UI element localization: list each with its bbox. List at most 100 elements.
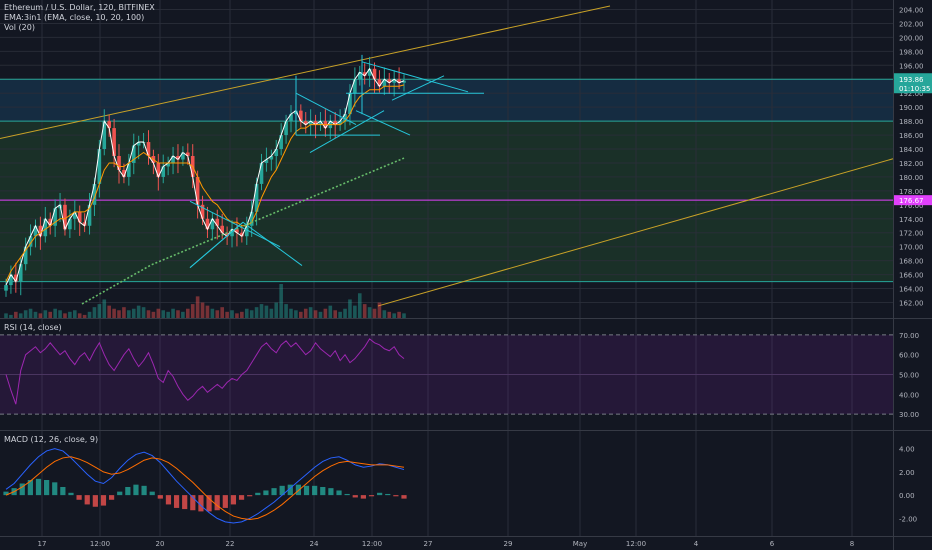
- candle-body: [28, 236, 33, 247]
- volume-bar: [313, 310, 318, 318]
- candle-body: [200, 204, 205, 219]
- time-tick-label: 27: [424, 540, 433, 548]
- macd-histogram-bar: [344, 493, 350, 496]
- volume-bar: [87, 311, 92, 318]
- volume-bar: [299, 311, 303, 318]
- candle-body: [264, 159, 269, 163]
- macd-histogram-bar: [19, 483, 25, 496]
- candle-body: [23, 246, 28, 265]
- ema-legend[interactable]: EMA:3in1 (EMA, close, 10, 20, 100): [4, 13, 145, 22]
- volume-bar: [225, 311, 229, 318]
- rsi-tick-label: 40.00: [899, 391, 919, 399]
- macd-pane[interactable]: [3, 448, 407, 524]
- candle-body: [92, 183, 97, 205]
- volume-bar: [323, 308, 328, 318]
- price-pane[interactable]: [0, 5, 894, 318]
- candle-body: [235, 229, 239, 233]
- rsi-pane[interactable]: [0, 334, 893, 415]
- price-tick-label: 170.00: [899, 244, 924, 252]
- macd-histogram-bar: [263, 490, 269, 496]
- volume-bar: [308, 307, 313, 318]
- volume-bar: [53, 308, 57, 318]
- candle-body: [274, 149, 279, 156]
- macd-histogram-bar: [198, 495, 204, 512]
- volume-bar: [235, 313, 239, 318]
- volume-bar: [338, 311, 342, 318]
- axis-layer: 204.00202.00200.00198.00196.00194.00192.…: [38, 6, 932, 548]
- candle-body: [53, 208, 57, 226]
- volume-legend[interactable]: Vol (20): [4, 23, 35, 32]
- macd-histogram-bar: [125, 486, 131, 496]
- volume-bar: [112, 308, 116, 318]
- rsi-tick-label: 70.00: [899, 332, 919, 340]
- level-label: 176.67: [899, 197, 924, 205]
- volume-bar: [63, 313, 67, 318]
- candle-body: [333, 121, 338, 125]
- triangle-3-upper: [361, 61, 469, 93]
- volume-bar: [294, 310, 298, 318]
- rsi-legend[interactable]: RSI (14, close): [4, 323, 62, 332]
- volume-bar: [68, 311, 72, 318]
- macd-histogram-bar: [328, 488, 334, 496]
- candle-body: [205, 218, 210, 230]
- macd-histogram-bar: [385, 493, 391, 496]
- candle-body: [367, 68, 372, 76]
- macd-histogram-bar: [255, 492, 261, 496]
- candle-body: [186, 152, 190, 156]
- candle-body: [353, 79, 357, 94]
- candle-body: [176, 156, 180, 160]
- macd-histogram-bar: [214, 495, 220, 511]
- macd-histogram-bar: [320, 486, 326, 496]
- volume-bar: [48, 311, 53, 318]
- volume-bar: [82, 314, 87, 318]
- volume-bar: [210, 308, 215, 318]
- volume-bar: [244, 308, 249, 318]
- macd-histogram-bar: [206, 495, 212, 512]
- volume-bar: [279, 284, 283, 318]
- volume-bar: [161, 310, 166, 318]
- volume-bar: [9, 314, 13, 318]
- macd-tick-label: 4.00: [899, 446, 915, 454]
- candle-body: [377, 79, 382, 87]
- price-tick-label: 196.00: [899, 62, 924, 70]
- macd-histogram-bar: [368, 495, 375, 497]
- candle-body: [102, 121, 107, 150]
- macd-histogram-bar: [35, 478, 42, 496]
- volume-bar: [205, 305, 210, 318]
- symbol-legend[interactable]: Ethereum / U.S. Dollar, 120, BITFINEX: [4, 3, 155, 12]
- volume-bar: [58, 310, 62, 318]
- volume-bar: [362, 304, 367, 318]
- volume-bar: [117, 310, 121, 318]
- volume-bar: [136, 305, 141, 318]
- candle-body: [72, 211, 77, 219]
- volume-bar: [357, 293, 362, 318]
- price-tick-label: 164.00: [899, 286, 924, 294]
- volume-bar: [181, 311, 185, 318]
- candle-body: [240, 232, 244, 237]
- macd-histogram-bar: [149, 491, 155, 496]
- candle-body: [97, 149, 102, 184]
- price-tick-label: 182.00: [899, 160, 924, 168]
- volume-bar: [328, 305, 333, 318]
- last-price-label: 193.86: [899, 76, 924, 84]
- candle-body: [338, 121, 342, 125]
- time-tick-label: 29: [504, 540, 513, 548]
- candle-body: [87, 204, 92, 226]
- macd-histogram-bar: [230, 495, 237, 505]
- candle-body: [230, 229, 234, 237]
- price-tick-label: 200.00: [899, 34, 924, 42]
- candle-body: [357, 72, 362, 80]
- level-tag: [894, 195, 932, 206]
- candle-body: [63, 204, 67, 230]
- price-tick-label: 184.00: [899, 146, 924, 154]
- volume-bar: [190, 304, 195, 318]
- volume-bar: [72, 310, 77, 318]
- price-tick-label: 162.00: [899, 300, 924, 308]
- volume-bar: [353, 305, 357, 318]
- price-tick-label: 198.00: [899, 48, 924, 56]
- candle-body: [225, 232, 229, 237]
- candle-body: [308, 121, 313, 125]
- macd-legend[interactable]: MACD (12, 26, close, 9): [4, 435, 99, 444]
